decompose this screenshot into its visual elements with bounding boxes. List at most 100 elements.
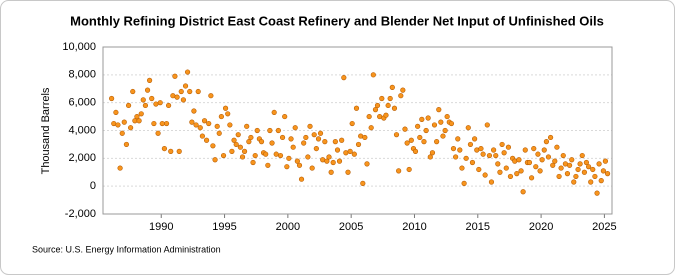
point	[438, 119, 444, 125]
point	[423, 127, 429, 134]
point	[448, 120, 455, 127]
point	[248, 134, 254, 141]
point	[478, 145, 484, 152]
point	[368, 125, 374, 131]
point	[233, 141, 239, 148]
point	[585, 164, 592, 170]
point	[208, 93, 214, 99]
point	[121, 119, 127, 125]
point	[328, 169, 334, 175]
point	[514, 171, 520, 177]
point	[282, 113, 288, 120]
point	[222, 105, 229, 111]
point	[214, 123, 220, 129]
point	[389, 84, 395, 90]
point	[303, 134, 309, 141]
point	[246, 139, 252, 145]
point	[383, 112, 389, 118]
point	[450, 145, 457, 152]
point	[520, 189, 526, 195]
point	[543, 139, 550, 145]
point	[225, 111, 231, 117]
point	[153, 101, 159, 107]
point	[516, 157, 522, 163]
point	[528, 175, 535, 181]
point	[322, 139, 328, 145]
point	[189, 119, 195, 125]
point	[113, 109, 119, 116]
point	[193, 122, 199, 128]
y-tick-label: 8,000	[68, 69, 96, 81]
point	[347, 148, 353, 154]
y-tick-label: -2,000	[65, 208, 96, 220]
point	[507, 173, 514, 180]
point	[594, 190, 600, 196]
point	[290, 144, 296, 150]
point	[176, 148, 182, 154]
point	[301, 140, 307, 146]
point	[440, 133, 446, 139]
point	[495, 161, 501, 167]
point	[117, 165, 123, 171]
point	[429, 150, 436, 156]
source-note: Source: U.S. Energy Information Administ…	[32, 244, 221, 254]
point	[419, 116, 425, 122]
point	[387, 95, 393, 102]
point	[277, 152, 284, 159]
point	[201, 118, 208, 124]
point	[579, 152, 585, 159]
point	[250, 159, 256, 166]
point	[288, 136, 294, 142]
point	[370, 72, 376, 78]
point	[339, 137, 345, 143]
point	[573, 173, 579, 180]
point	[552, 158, 558, 164]
point	[119, 130, 125, 136]
y-axis-label: Thousand Barrels	[40, 87, 52, 174]
point	[571, 179, 577, 185]
point	[216, 130, 222, 136]
y-tick-label: 4,000	[68, 124, 96, 136]
point	[296, 162, 303, 168]
point	[393, 132, 400, 138]
point	[218, 113, 224, 120]
point	[229, 148, 235, 154]
point	[497, 169, 503, 175]
point	[195, 88, 201, 95]
point	[311, 132, 317, 138]
point	[581, 169, 587, 175]
point	[199, 133, 205, 139]
point	[182, 83, 189, 89]
point	[144, 87, 151, 93]
point	[267, 127, 273, 134]
point	[472, 136, 478, 142]
point	[252, 152, 258, 159]
point	[163, 120, 170, 127]
point	[351, 151, 357, 157]
point	[220, 152, 227, 159]
point	[547, 134, 554, 141]
point	[518, 168, 524, 174]
point	[125, 102, 132, 109]
point	[157, 100, 163, 106]
point	[109, 95, 115, 102]
x-tick-label: 2000	[276, 221, 300, 233]
point	[305, 154, 311, 160]
point	[140, 97, 146, 103]
point	[138, 111, 144, 117]
point	[503, 165, 509, 171]
point	[602, 158, 609, 164]
point	[545, 154, 552, 160]
point	[583, 159, 590, 166]
point	[353, 105, 360, 111]
point	[482, 172, 488, 178]
point	[550, 162, 556, 168]
y-tick-label: 2,000	[68, 152, 96, 164]
point	[592, 173, 598, 180]
point	[554, 144, 560, 150]
point	[421, 139, 427, 145]
point	[539, 157, 545, 163]
point	[165, 102, 172, 109]
